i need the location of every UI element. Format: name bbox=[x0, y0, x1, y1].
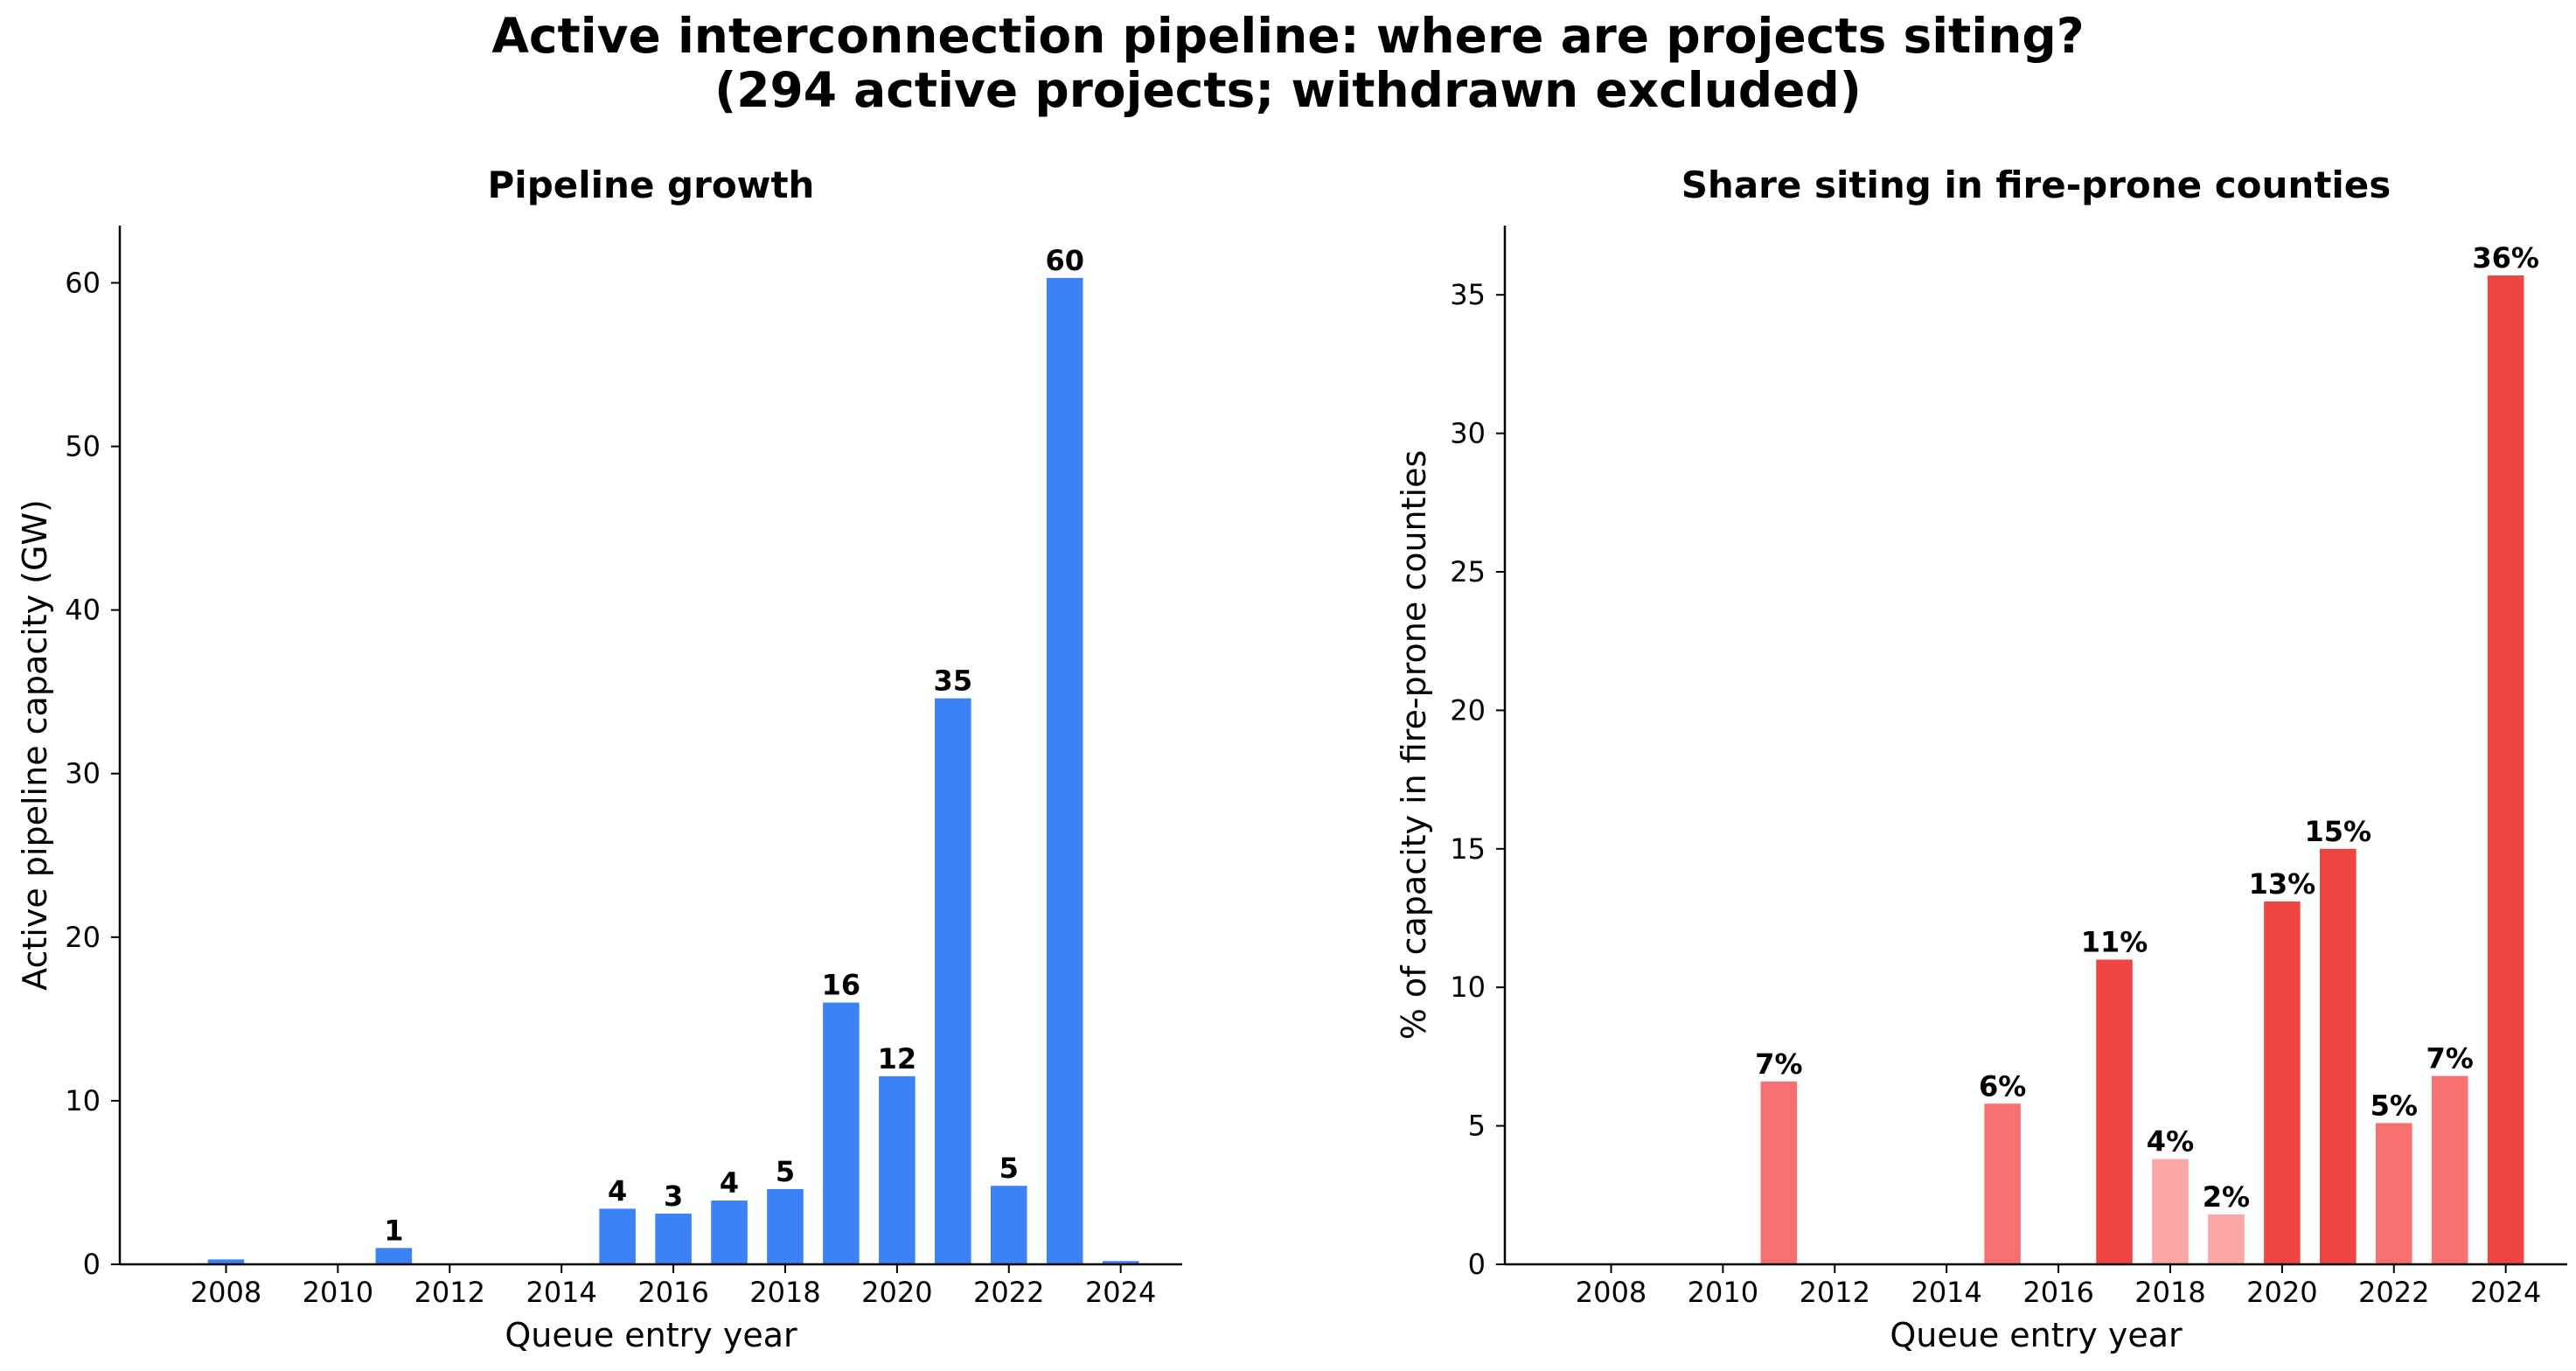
right-data-label-2015: 6% bbox=[1979, 1069, 2026, 1103]
right-bar-2011 bbox=[1760, 1081, 1798, 1264]
left-chart-title: Pipeline growth bbox=[488, 164, 815, 206]
left-bar-2022 bbox=[990, 1186, 1027, 1264]
left-y-axis-label: Active pipeline capacity (GW) bbox=[16, 499, 54, 991]
left-data-label-2018: 5 bbox=[776, 1155, 795, 1188]
left-x-tick-label-2016: 2016 bbox=[637, 1276, 708, 1309]
right-bar-2015 bbox=[1984, 1103, 2021, 1264]
left-bar-2018 bbox=[767, 1188, 804, 1264]
left-x-tick-label-2020: 2020 bbox=[861, 1276, 932, 1309]
right-bar-2017 bbox=[2096, 959, 2133, 1264]
right-y-tick-label-20: 20 bbox=[1450, 693, 1486, 727]
right-y-tick-label-5: 5 bbox=[1468, 1110, 1486, 1143]
right-x-tick-label-2010: 2010 bbox=[1688, 1276, 1758, 1309]
right-y-axis-label: % of capacity in fire-prone counties bbox=[1395, 450, 1433, 1040]
right-bar-2024 bbox=[2487, 275, 2524, 1265]
left-bar-2019 bbox=[823, 1002, 860, 1264]
left-data-label-2017: 4 bbox=[720, 1166, 739, 1200]
right-x-tick-label-2014: 2014 bbox=[1911, 1276, 1981, 1309]
right-y-tick-label-30: 30 bbox=[1450, 417, 1486, 450]
right-data-label-2011: 7% bbox=[1755, 1047, 1802, 1081]
right-x-tick-label-2012: 2012 bbox=[1800, 1276, 1870, 1309]
left-bar-2024 bbox=[1102, 1261, 1139, 1264]
left-y-tick-label-10: 10 bbox=[65, 1084, 101, 1117]
right-data-label-2022: 5% bbox=[2371, 1089, 2418, 1122]
right-y-tick-label-10: 10 bbox=[1450, 971, 1486, 1004]
right-x-tick-label-2020: 2020 bbox=[2246, 1276, 2317, 1309]
right-data-label-2019: 2% bbox=[2203, 1180, 2250, 1214]
left-bar-2015 bbox=[599, 1208, 636, 1264]
left-y-tick-label-20: 20 bbox=[65, 921, 101, 954]
figure-title-line-1: Active interconnection pipeline: where a… bbox=[491, 8, 2085, 64]
left-data-label-2022: 5 bbox=[999, 1152, 1019, 1185]
left-x-tick-label-2008: 2008 bbox=[191, 1276, 261, 1309]
left-x-axis-label: Queue entry year bbox=[505, 1316, 797, 1354]
right-x-tick-label-2018: 2018 bbox=[2134, 1276, 2205, 1309]
left-y-tick-label-40: 40 bbox=[65, 594, 101, 627]
right-x-tick-label-2016: 2016 bbox=[2023, 1276, 2093, 1309]
left-bar-2017 bbox=[711, 1200, 748, 1264]
left-y-tick-label-60: 60 bbox=[65, 266, 101, 299]
right-bar-2019 bbox=[2208, 1214, 2245, 1264]
left-x-tick-label-2014: 2014 bbox=[526, 1276, 596, 1309]
right-data-label-2021: 15% bbox=[2305, 815, 2372, 848]
left-bar-2011 bbox=[375, 1248, 413, 1264]
left-y-tick-label-50: 50 bbox=[65, 430, 101, 463]
left-bar-2016 bbox=[655, 1214, 692, 1264]
left-x-tick-label-2024: 2024 bbox=[1085, 1276, 1156, 1309]
right-x-tick-label-2024: 2024 bbox=[2470, 1276, 2541, 1309]
right-bar-2022 bbox=[2375, 1123, 2412, 1264]
left-x-tick-label-2018: 2018 bbox=[749, 1276, 820, 1309]
left-bar-2023 bbox=[1046, 277, 1083, 1265]
left-y-tick-label-30: 30 bbox=[65, 757, 101, 790]
left-x-tick-label-2012: 2012 bbox=[414, 1276, 485, 1309]
right-x-tick-label-2022: 2022 bbox=[2358, 1276, 2429, 1309]
left-data-label-2023: 60 bbox=[1045, 244, 1084, 277]
left-y-tick-label-0: 0 bbox=[83, 1248, 101, 1281]
right-chart-title: Share siting in fire-prone counties bbox=[1681, 164, 2392, 206]
left-data-label-2020: 12 bbox=[878, 1042, 917, 1075]
right-bar-2021 bbox=[2320, 848, 2357, 1264]
right-x-tick-label-2008: 2008 bbox=[1576, 1276, 1647, 1309]
left-x-tick-label-2010: 2010 bbox=[303, 1276, 373, 1309]
right-bar-2023 bbox=[2431, 1075, 2468, 1264]
right-y-tick-label-35: 35 bbox=[1450, 278, 1486, 311]
right-data-label-2024: 36% bbox=[2472, 241, 2539, 275]
left-x-tick-label-2022: 2022 bbox=[973, 1276, 1044, 1309]
left-bar-2020 bbox=[879, 1075, 916, 1264]
right-data-label-2018: 4% bbox=[2147, 1125, 2194, 1159]
right-y-tick-label-0: 0 bbox=[1468, 1248, 1486, 1281]
right-bar-2018 bbox=[2152, 1159, 2189, 1264]
left-data-label-2015: 4 bbox=[608, 1174, 627, 1207]
right-bar-2020 bbox=[2264, 901, 2301, 1264]
figure-title-line-2: (294 active projects; withdrawn excluded… bbox=[714, 62, 1862, 118]
right-data-label-2017: 11% bbox=[2081, 926, 2148, 959]
right-data-label-2020: 13% bbox=[2249, 867, 2316, 901]
figure-title: Active interconnection pipeline: where a… bbox=[0, 9, 2576, 117]
left-data-label-2016: 3 bbox=[664, 1180, 683, 1213]
right-data-label-2023: 7% bbox=[2426, 1042, 2474, 1075]
left-bar-2008 bbox=[207, 1259, 245, 1264]
left-data-label-2019: 16 bbox=[822, 969, 861, 1002]
left-data-label-2021: 35 bbox=[934, 665, 973, 698]
right-y-tick-label-25: 25 bbox=[1450, 555, 1486, 588]
left-bar-2021 bbox=[935, 698, 971, 1264]
right-y-tick-label-15: 15 bbox=[1450, 832, 1486, 866]
right-x-axis-label: Queue entry year bbox=[1890, 1316, 2183, 1354]
left-data-label-2011: 1 bbox=[384, 1214, 403, 1247]
